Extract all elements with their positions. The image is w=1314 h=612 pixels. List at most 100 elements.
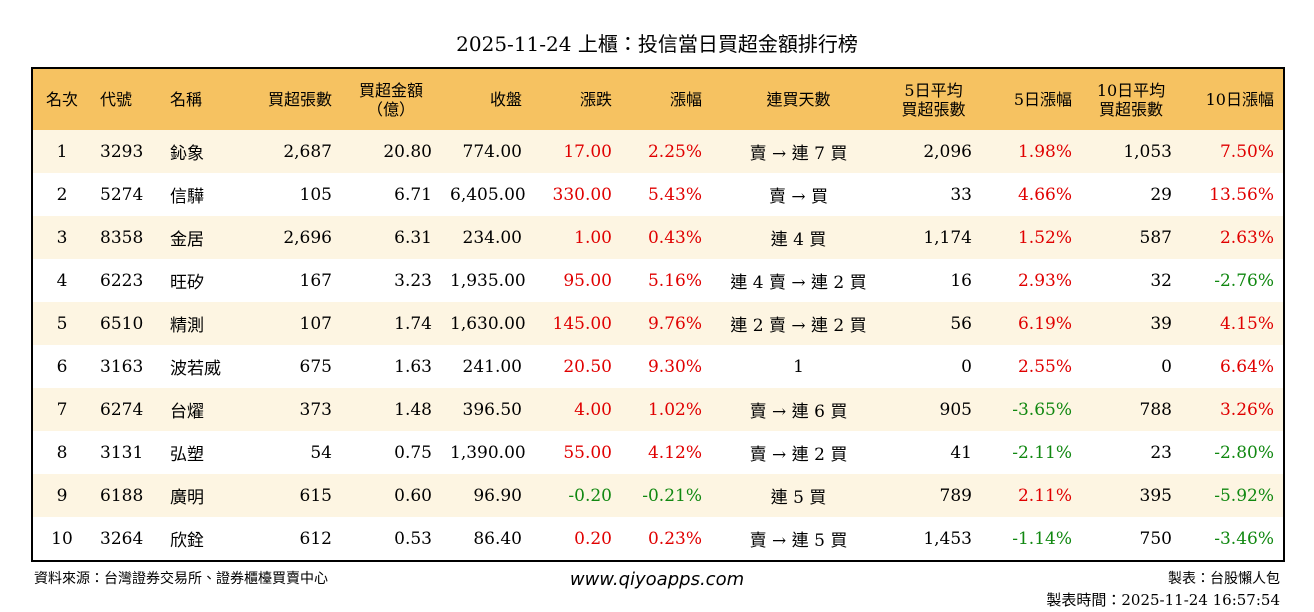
source: 資料來源：台灣證券交易所、證券櫃檯買賣中心 <box>34 571 328 587</box>
header-line: 5日平均 <box>904 80 963 100</box>
cell: 廣明 <box>161 474 241 517</box>
cell: 2 <box>56 184 68 205</box>
column-header: 買超張數 <box>241 68 341 130</box>
table-row: 8 3131 弘塑 54 0.75 1,390.00 55.00 4.12% 賣 → 連 2 買… <box>32 431 1284 474</box>
cell: 29 <box>1150 184 1172 205</box>
cell: 1 <box>32 130 91 173</box>
cell: 10 <box>51 528 73 549</box>
cell: 95.00 <box>563 270 612 291</box>
header-line: 名次 <box>45 90 78 109</box>
cell: 5 <box>32 302 91 345</box>
cell: 0.75 <box>394 442 432 463</box>
cell: 賣 → 連 7 買 <box>711 130 886 173</box>
column-header: 10日漲幅 <box>1181 68 1284 130</box>
column-header: 名稱 <box>161 68 241 130</box>
cell: 750 <box>1139 528 1172 549</box>
cell: 41 <box>950 442 972 463</box>
cell: -1.14% <box>1012 528 1072 549</box>
cell: 台燿 <box>161 388 241 431</box>
cell: -0.20 <box>531 474 621 517</box>
cell: 7.50% <box>1181 130 1284 173</box>
table-row: 1 3293 鈊象 2,687 20.80 774.00 17.00 2.25% 賣 → 連 7… <box>32 130 1284 173</box>
header-line: 10日漲幅 <box>1205 90 1274 109</box>
cell: 1.52% <box>981 216 1081 259</box>
cell: 4.66% <box>1017 184 1072 205</box>
cell: 7 <box>32 388 91 431</box>
cell: -0.21% <box>621 474 711 517</box>
cell: 9.30% <box>647 356 702 377</box>
cell: 金居 <box>161 216 241 259</box>
cell: 32 <box>1150 270 1172 291</box>
cell: 615 <box>241 474 341 517</box>
cell: 8 <box>56 442 68 463</box>
header-line: 名稱 <box>170 90 203 109</box>
cell: 2.93% <box>1017 270 1072 291</box>
cell: 2.25% <box>621 130 711 173</box>
cell: 6 <box>56 356 68 377</box>
cell: 13.56% <box>1209 184 1274 205</box>
cell: 5.16% <box>647 270 702 291</box>
cell: 107 <box>241 302 341 345</box>
cell: 6,405.00 <box>450 184 526 205</box>
cell: 39 <box>1081 302 1181 345</box>
cell: 20.50 <box>563 356 612 377</box>
cell: 6.31 <box>341 216 441 259</box>
column-header: 買超金額 （億） <box>341 68 441 130</box>
cell: 精測 <box>161 302 241 345</box>
cell: 373 <box>241 388 341 431</box>
cell: -2.76% <box>1214 270 1274 291</box>
column-header: 5日漲幅 <box>981 68 1081 130</box>
header-line: 漲跌 <box>579 90 612 109</box>
cell: 23 <box>1150 442 1172 463</box>
cell: 16 <box>950 270 972 291</box>
cell: 395 <box>1081 474 1181 517</box>
table-row: 9 6188 廣明 615 0.60 96.90 -0.20 -0.21% 連 5 買 789 2.… <box>32 474 1284 517</box>
title: 2025-11-24 上櫃：投信當日買超金額排行榜 <box>456 32 858 56</box>
column-header: 名次 <box>32 68 91 130</box>
cell: 86.40 <box>473 528 522 549</box>
cell: 賣 → 連 2 買 <box>749 445 848 465</box>
table-row: 2 5274 信驊 105 6.71 6,405.00 330.00 5.43% 賣 → 買 33… <box>32 173 1284 216</box>
cell: 1.74 <box>341 302 441 345</box>
cell: 1,453 <box>923 528 972 549</box>
header-line: 收盤 <box>489 90 522 109</box>
header-line: 買超張數 <box>1098 99 1163 119</box>
cell: 6274 <box>91 388 161 431</box>
header-line: 買超張數 <box>267 90 332 109</box>
header-line: 10日平均 <box>1096 80 1166 100</box>
cell: 6.19% <box>981 302 1081 345</box>
header-line: 5日漲幅 <box>1013 90 1072 109</box>
column-header: 漲幅 <box>621 68 711 130</box>
cell: 9 <box>32 474 91 517</box>
cell: 1,935.00 <box>450 270 526 291</box>
cell: 56 <box>886 302 981 345</box>
cell: 連 4 買 <box>711 216 886 259</box>
cell: 789 <box>886 474 981 517</box>
cell: 弘塑 <box>170 445 204 465</box>
cell: 賣 → 連 6 買 <box>711 388 886 431</box>
time: 製表時間：2025-11-24 16:57:54 <box>1046 591 1280 609</box>
cell: 鈊象 <box>161 130 241 173</box>
header-line: 買超金額 <box>358 80 423 100</box>
cell: 旺矽 <box>170 273 204 293</box>
cell: 信驊 <box>170 187 204 207</box>
cell: 5.43% <box>647 184 702 205</box>
cell: 6.71 <box>394 184 432 205</box>
author: 製表：台股懶人包 <box>1168 571 1280 587</box>
column-header: 收盤 <box>441 68 531 130</box>
cell: 0.53 <box>394 528 432 549</box>
cell: 3.26% <box>1181 388 1284 431</box>
cell: 3163 <box>100 356 144 377</box>
cell: -2.80% <box>1214 442 1274 463</box>
cell: 2.55% <box>1017 356 1072 377</box>
cell: 3293 <box>91 130 161 173</box>
table-row: 3 8358 金居 2,696 6.31 234.00 1.00 0.43% 連 4 買 1,17… <box>32 216 1284 259</box>
header-line: 代號 <box>100 90 133 109</box>
cell: 1.00 <box>531 216 621 259</box>
cell: 788 <box>1081 388 1181 431</box>
cell: 6.64% <box>1219 356 1274 377</box>
header-line: （億） <box>366 99 415 119</box>
cell: 0.23% <box>647 528 702 549</box>
cell: 2,096 <box>886 130 981 173</box>
